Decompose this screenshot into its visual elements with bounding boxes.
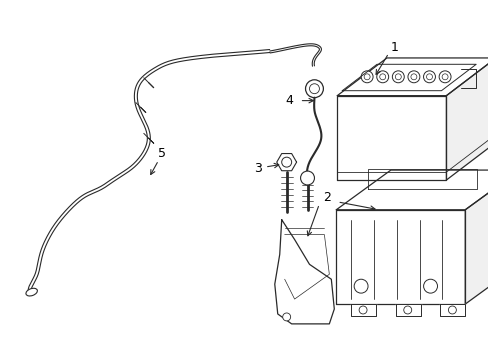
Polygon shape — [277, 154, 296, 171]
Circle shape — [426, 74, 433, 80]
Circle shape — [411, 74, 417, 80]
Polygon shape — [336, 210, 466, 304]
Circle shape — [442, 74, 448, 80]
Polygon shape — [441, 304, 465, 316]
Circle shape — [359, 306, 367, 314]
Polygon shape — [351, 304, 376, 316]
Text: 4: 4 — [286, 94, 294, 107]
Circle shape — [364, 74, 370, 80]
Circle shape — [361, 71, 373, 83]
Polygon shape — [466, 170, 490, 304]
Circle shape — [395, 74, 401, 80]
Circle shape — [423, 71, 436, 83]
Text: 5: 5 — [158, 147, 166, 160]
Polygon shape — [337, 58, 490, 96]
Circle shape — [310, 84, 319, 94]
Polygon shape — [275, 220, 334, 324]
Circle shape — [380, 74, 386, 80]
Circle shape — [439, 71, 451, 83]
Circle shape — [377, 71, 389, 83]
Polygon shape — [336, 170, 490, 210]
Polygon shape — [337, 96, 446, 180]
Text: 3: 3 — [254, 162, 262, 175]
Circle shape — [283, 313, 291, 321]
Circle shape — [424, 279, 438, 293]
Circle shape — [404, 306, 412, 314]
Circle shape — [408, 71, 420, 83]
Polygon shape — [446, 58, 490, 180]
Circle shape — [354, 279, 368, 293]
Circle shape — [392, 71, 404, 83]
Circle shape — [300, 171, 315, 185]
Circle shape — [306, 80, 323, 98]
Polygon shape — [396, 304, 420, 316]
Circle shape — [448, 306, 456, 314]
Circle shape — [282, 157, 292, 167]
Text: 2: 2 — [323, 192, 331, 204]
Ellipse shape — [26, 288, 37, 296]
Text: 1: 1 — [391, 41, 399, 54]
